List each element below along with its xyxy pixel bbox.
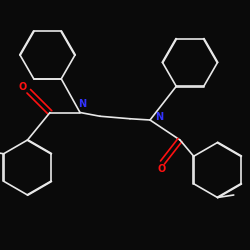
Text: N: N: [155, 112, 163, 122]
Text: N: N: [78, 99, 86, 109]
Text: O: O: [18, 82, 26, 92]
Text: O: O: [157, 164, 166, 174]
